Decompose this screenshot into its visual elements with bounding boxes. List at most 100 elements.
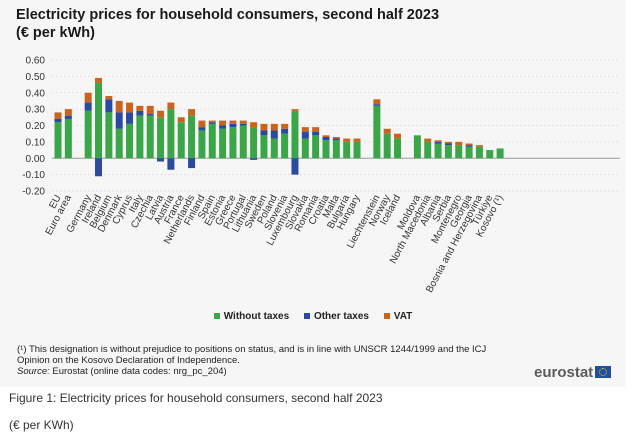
bar-vat — [434, 140, 442, 142]
legend-swatch-other-taxes — [303, 313, 310, 319]
bar-vat — [260, 123, 268, 131]
legend-item-without-taxes: Without taxes — [213, 311, 290, 322]
bar-vat — [270, 123, 278, 131]
bar-without-taxes — [291, 110, 299, 159]
legend-item-other-taxes: Other taxes — [303, 311, 369, 322]
y-tick-label: 0.40 — [26, 88, 46, 99]
footnote: (¹) This designation is without prejudic… — [17, 344, 537, 377]
bar-vat — [424, 138, 432, 142]
bar-without-taxes — [198, 130, 206, 159]
bar-without-taxes — [444, 145, 452, 159]
y-tick-label: -0.20 — [22, 187, 45, 198]
bar-without-taxes — [322, 140, 330, 159]
bar-other-taxes — [136, 110, 144, 116]
bar-other-taxes — [281, 128, 289, 134]
y-tick-label: 0.30 — [26, 105, 46, 116]
bar-other-taxes — [115, 112, 123, 129]
legend-swatch-vat — [383, 313, 390, 319]
y-tick-label: 0.20 — [26, 121, 46, 132]
bar-without-taxes — [188, 115, 196, 159]
bar-without-taxes — [260, 135, 268, 159]
eurostat-logo: eurostat — [534, 364, 612, 381]
bar-without-taxes — [167, 109, 175, 159]
y-tick-label: 0.00 — [26, 154, 46, 165]
bar-other-taxes — [444, 143, 452, 146]
legend-swatch-without-taxes — [213, 313, 220, 319]
bar-without-taxes — [146, 115, 154, 159]
bar-vat — [455, 141, 463, 146]
bar-vat — [126, 102, 134, 113]
y-tick-label: 0.60 — [26, 56, 46, 67]
bar-other-taxes — [301, 132, 309, 139]
bar-vat — [229, 120, 237, 124]
bar-vat — [394, 133, 402, 139]
bar-without-taxes — [434, 143, 442, 159]
bar-without-taxes — [177, 122, 185, 159]
legend-label-vat: VAT — [393, 311, 413, 322]
bar-vat — [239, 120, 247, 124]
bar-vat — [383, 128, 391, 134]
bar-vat — [250, 122, 258, 128]
bar-other-taxes — [219, 125, 227, 129]
bar-vat — [444, 141, 452, 144]
bar-vat — [208, 120, 216, 123]
bar-other-taxes — [95, 158, 103, 177]
bar-without-taxes — [208, 123, 216, 159]
legend: Without taxes Other taxes VAT — [0, 311, 626, 322]
bar-other-taxes — [198, 127, 206, 131]
bar-without-taxes — [126, 123, 134, 159]
bar-without-taxes — [54, 122, 62, 159]
bar-other-taxes — [322, 136, 330, 141]
bar-other-taxes — [312, 132, 320, 136]
bar-vat — [475, 145, 483, 147]
y-tick-label: -0.10 — [22, 170, 45, 181]
bar-other-taxes — [146, 114, 154, 116]
bar-vat — [332, 136, 340, 139]
bar-without-taxes — [343, 141, 351, 159]
legend-label-without-taxes: Without taxes — [223, 311, 290, 322]
bar-other-taxes — [54, 118, 62, 123]
bar-without-taxes — [105, 112, 113, 159]
bar-without-taxes — [486, 150, 494, 159]
y-tick-label: 0.50 — [26, 72, 46, 83]
bar-without-taxes — [353, 141, 361, 159]
source-text: Eurostat (online data codes: nrg_pc_204) — [49, 366, 227, 377]
source-line: Source: Eurostat (online data codes: nrg… — [17, 366, 537, 377]
bar-vat — [54, 112, 62, 119]
bar-without-taxes — [270, 138, 278, 159]
bar-vat — [343, 138, 351, 142]
bar-other-taxes — [239, 123, 247, 126]
bar-without-taxes — [250, 127, 258, 159]
footnote-line1: (¹) This designation is without prejudic… — [17, 344, 487, 355]
chart-title-line1: Electricity prices for household consume… — [16, 7, 440, 23]
bar-without-taxes — [115, 128, 123, 159]
chart-title-line2: (€ per kWh) — [16, 25, 95, 41]
bar-other-taxes — [332, 138, 340, 141]
logo-text: eurostat — [534, 364, 594, 381]
bar-without-taxes — [64, 118, 72, 159]
footnote-line2: Opinion on the Kosovo Declaration of Ind… — [17, 355, 240, 366]
bar-vat — [322, 135, 330, 137]
bar-vat — [115, 100, 123, 113]
bar-other-taxes — [157, 158, 165, 162]
bar-vat — [146, 105, 154, 115]
bar-without-taxes — [496, 148, 504, 159]
bar-without-taxes — [332, 140, 340, 159]
source-label: Source: — [17, 366, 50, 377]
bar-without-taxes — [157, 117, 165, 159]
bar-chart: 0.600.500.400.300.200.100.00-0.10-0.20EU… — [22, 56, 620, 295]
bar-without-taxes — [465, 146, 473, 159]
legend-label-other-taxes: Other taxes — [313, 311, 369, 322]
bar-other-taxes — [229, 123, 237, 128]
bar-without-taxes — [312, 135, 320, 159]
figure-caption: Figure 1: Electricity prices for househo… — [9, 391, 383, 405]
bar-without-taxes — [229, 127, 237, 159]
bar-vat — [105, 96, 113, 100]
bar-vat — [465, 143, 473, 146]
bar-without-taxes — [383, 133, 391, 159]
bar-vat — [64, 109, 72, 116]
legend-item-vat: VAT — [383, 311, 413, 322]
bar-without-taxes — [239, 125, 247, 159]
bar-other-taxes — [105, 99, 113, 113]
bar-vat — [219, 120, 227, 126]
